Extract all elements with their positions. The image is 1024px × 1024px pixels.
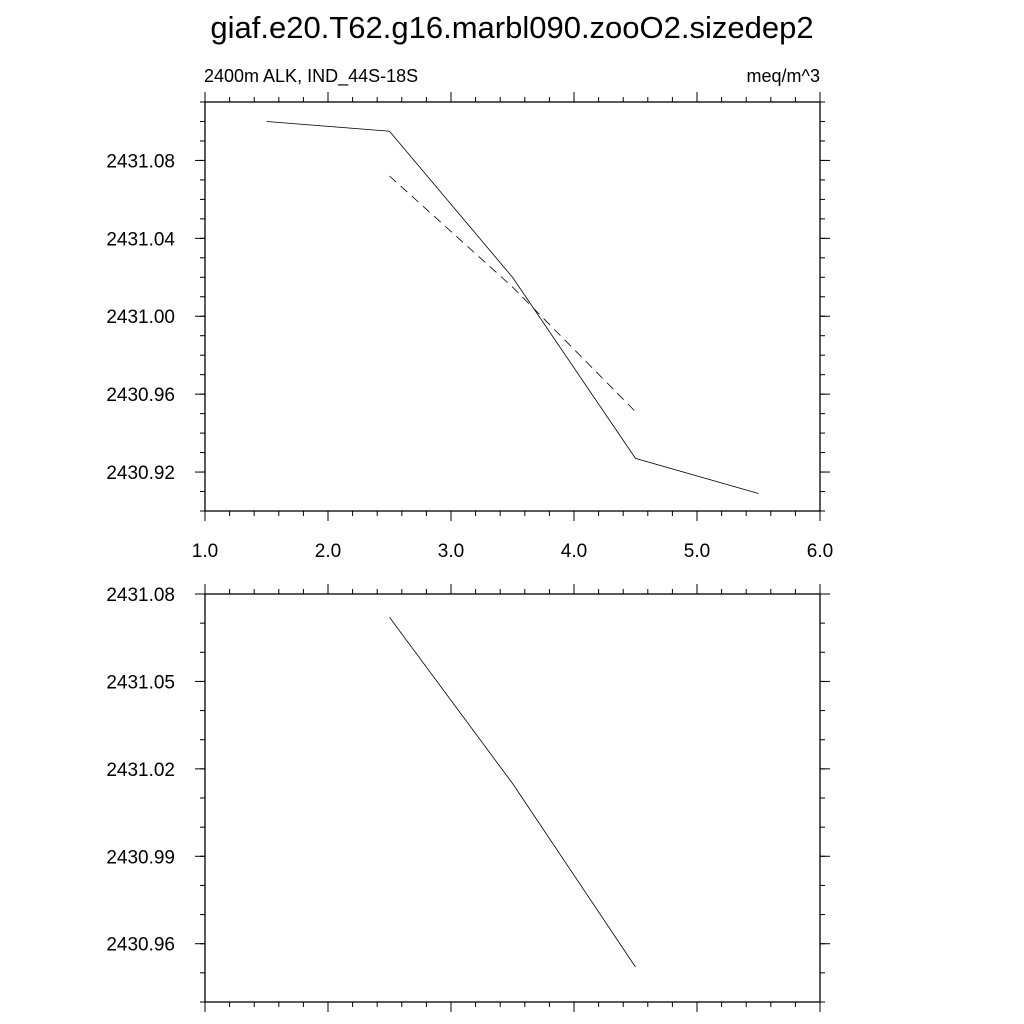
x-tick-label: 5.0 [684,541,710,562]
panel-bottom: 2430.96 2430.99 2431.02 2431.05 2431.08 [106,584,830,1012]
x-tick-label: 3.0 [438,541,464,562]
chart-title: giaf.e20.T62.g16.marbl090.zooO2.sizedep2 [210,10,813,45]
series-line-dashed [389,175,636,412]
x-tick-label: 4.0 [561,541,587,562]
y-tick-label: 2431.04 [106,229,175,250]
y-tick-label: 2431.00 [106,307,175,328]
y-tick-label: 2430.96 [106,385,175,406]
x-tick-label: 1.0 [192,541,218,562]
y-tick-label: 2431.08 [106,151,175,172]
panel2-frame [204,593,821,1003]
series-line-solid [266,121,759,494]
panel1-subtitle-left: 2400m ALK, IND_44S-18S [204,66,418,87]
panel-top: 1.0 2.0 3.0 4.0 5.0 6.0 2430.92 2430.96 2431.00 2… [106,92,833,562]
panel2-major-ticks [195,584,830,1012]
y-tick-label: 2430.96 [106,935,175,956]
panel1-tick-labels: 1.0 2.0 3.0 4.0 5.0 6.0 2430.92 2430.96 2431.00 2… [106,151,833,562]
x-tick-label: 6.0 [807,541,833,562]
panel2-minor-ticks [200,589,825,1007]
panel1-series [266,121,759,494]
y-tick-label: 2431.05 [106,672,175,693]
panel2-tick-labels: 2430.96 2430.99 2431.02 2431.05 2431.08 [106,585,175,956]
panel1-frame [204,101,821,512]
y-tick-label: 2430.92 [106,463,175,484]
y-tick-label: 2431.02 [106,760,175,781]
series-line-solid [389,617,636,968]
y-tick-label: 2430.99 [106,847,175,868]
panel1-minor-ticks [200,97,825,516]
x-tick-label: 2.0 [315,541,341,562]
panel2-series [389,617,636,968]
y-tick-label: 2431.08 [106,585,175,606]
panel1-major-ticks [195,92,830,521]
panel1-subtitle-right: meq/m^3 [747,66,820,86]
